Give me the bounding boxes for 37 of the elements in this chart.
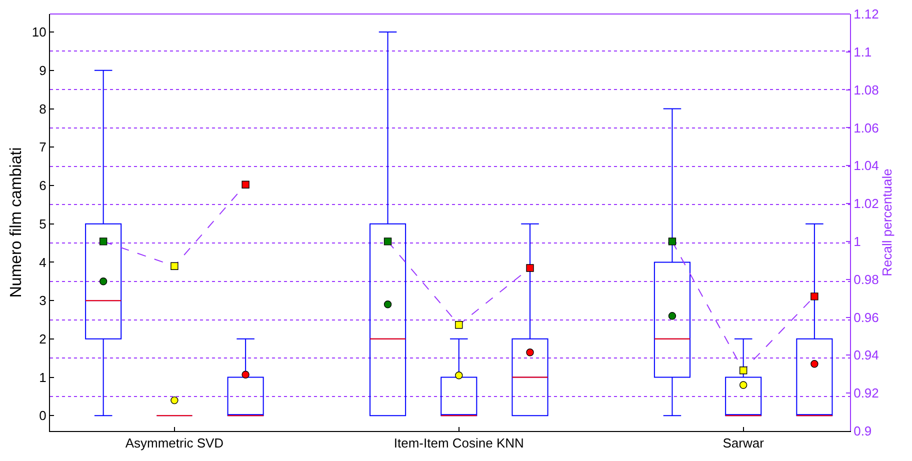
y2-tick-label: 0.9 bbox=[854, 424, 872, 439]
point bbox=[242, 370, 250, 378]
y-tick-label: 7 bbox=[39, 140, 46, 155]
y-tick-label: 3 bbox=[39, 293, 46, 308]
point bbox=[526, 348, 534, 356]
y2-tick-label: 1.02 bbox=[854, 196, 879, 212]
y-tick-label: 6 bbox=[39, 178, 46, 194]
y-tick-label: 5 bbox=[39, 216, 46, 232]
point bbox=[739, 381, 748, 389]
y2-tick-label: 1.1 bbox=[854, 44, 872, 60]
point bbox=[810, 360, 818, 368]
y-tick-label: 9 bbox=[39, 62, 46, 78]
y-tick-label: 4 bbox=[39, 254, 46, 270]
y2-tick-label: 0.96 bbox=[854, 310, 879, 325]
y-tick-label: 10 bbox=[32, 24, 46, 40]
y2-tick-label: 1 bbox=[854, 234, 861, 249]
x-tick-label: Asymmetric SVD bbox=[125, 436, 224, 451]
point bbox=[99, 278, 108, 286]
y2-tick-label: 1.06 bbox=[854, 120, 879, 136]
point bbox=[384, 300, 392, 308]
point bbox=[455, 372, 463, 380]
point bbox=[170, 396, 178, 404]
y-axis-title: Numero film cambiati bbox=[8, 147, 25, 298]
y-tick-label: 0 bbox=[39, 408, 46, 424]
y-tick-label: 8 bbox=[39, 101, 46, 116]
y2-tick-label: 0.98 bbox=[854, 272, 879, 287]
y2-tick-label: 0.92 bbox=[854, 386, 879, 401]
y2-tick-label: 1.12 bbox=[854, 6, 879, 22]
y-tick-label: 1 bbox=[39, 370, 46, 385]
point bbox=[668, 312, 676, 320]
y2-axis-title: Recall percentuale bbox=[880, 168, 895, 276]
y2-tick-label: 1.04 bbox=[854, 158, 879, 174]
y-tick-label: 2 bbox=[39, 331, 46, 346]
y2-tick-label: 0.94 bbox=[854, 348, 879, 363]
y2-tick-label: 1.08 bbox=[854, 82, 879, 98]
x-tick-label: Item-Item Cosine KNN bbox=[394, 436, 524, 451]
x-tick-label: Sarwar bbox=[722, 436, 765, 451]
